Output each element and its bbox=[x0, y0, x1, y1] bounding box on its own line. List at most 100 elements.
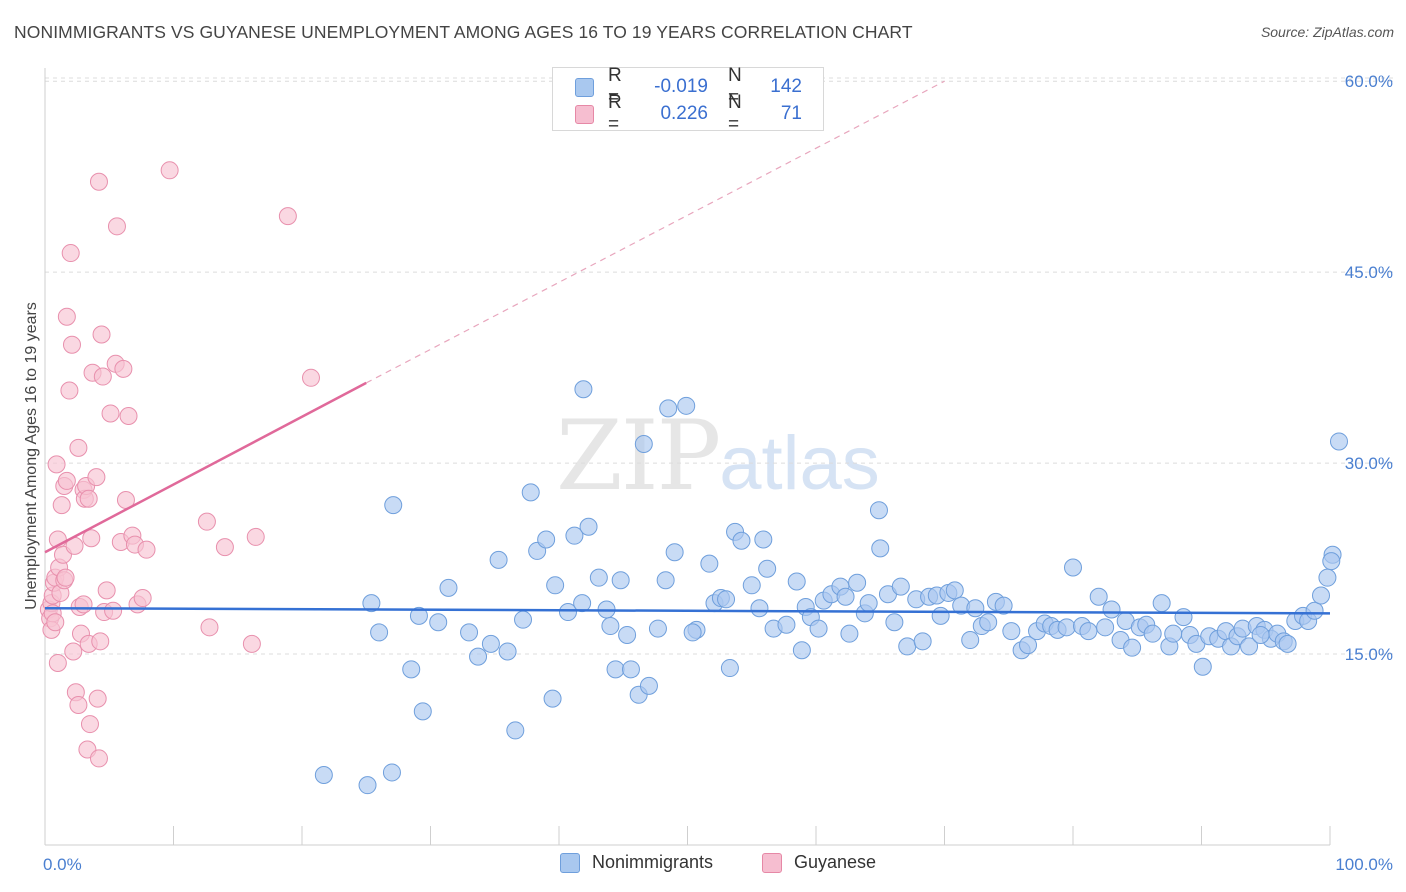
nonimmigrants-point bbox=[750, 599, 769, 618]
nonimmigrants-point bbox=[481, 634, 500, 653]
nonimmigrants-point bbox=[683, 623, 702, 642]
nonimmigrants-point bbox=[677, 396, 696, 415]
legend-item-guyanese: Guyanese bbox=[762, 852, 876, 873]
guyanese-point bbox=[197, 512, 216, 531]
nonimmigrants-point bbox=[413, 702, 432, 721]
nonimmigrants-point bbox=[1143, 624, 1162, 643]
guyanese-point bbox=[104, 601, 123, 620]
nonimmigrants-point bbox=[1278, 634, 1297, 653]
nonimmigrants-point bbox=[648, 619, 667, 638]
guyanese-point bbox=[79, 489, 98, 508]
nonimmigrants-point bbox=[885, 613, 904, 632]
trend-lines bbox=[44, 80, 1331, 615]
series-legend: Nonimmigrants Guyanese bbox=[0, 852, 1406, 878]
nonimmigrants-point bbox=[792, 641, 811, 660]
watermark-zip: ZIP bbox=[556, 400, 721, 512]
nonimmigrants-point bbox=[506, 721, 525, 740]
nonimmigrants-point bbox=[521, 483, 540, 502]
guyanese-point bbox=[242, 634, 261, 653]
guyanese-point bbox=[74, 595, 93, 614]
x-tick-label-start: 0.0% bbox=[43, 855, 82, 874]
nonimmigrants-point bbox=[1057, 618, 1076, 637]
guyanese-point bbox=[91, 632, 110, 651]
nonimmigrants-points bbox=[314, 380, 1348, 795]
guyanese-point bbox=[89, 749, 108, 768]
guyanese-trend-line bbox=[44, 381, 367, 554]
nonimmigrants-point bbox=[565, 526, 584, 545]
chart-title: NONIMMIGRANTS VS GUYANESE UNEMPLOYMENT A… bbox=[14, 22, 913, 42]
nonimmigrants-point bbox=[558, 603, 577, 622]
nonimmigrants-point bbox=[358, 776, 377, 795]
x-tick-label-end: 100.0% bbox=[1335, 855, 1393, 874]
nonimmigrants-point bbox=[574, 380, 593, 399]
nonimmigrants-point bbox=[787, 572, 806, 591]
nonimmigrants-point bbox=[1089, 587, 1108, 606]
nonimmigrants-point bbox=[1174, 608, 1193, 627]
guyanese-points bbox=[39, 161, 320, 768]
y-tick-label: 30.0% bbox=[1345, 454, 1393, 473]
nonimmigrants-point bbox=[1123, 638, 1142, 657]
axis-labels: 15.0% 30.0% 45.0% 60.0% 0.0% 100.0% Unemployme… bbox=[23, 72, 1393, 874]
nonimmigrants-point bbox=[579, 517, 598, 536]
nonimmigrants-point bbox=[469, 647, 488, 666]
guyanese-point bbox=[87, 468, 106, 487]
legend-row-guyanese: R = 0.226 N = 71 bbox=[575, 92, 802, 135]
nonimmigrants-point bbox=[439, 578, 458, 597]
nonimmigrants-point bbox=[618, 625, 637, 644]
legend-swatch-pink bbox=[575, 104, 594, 124]
nonimmigrants-point bbox=[1019, 636, 1038, 655]
nonimmigrants-point bbox=[1152, 594, 1171, 613]
guyanese-point bbox=[57, 471, 76, 490]
nonimmigrants-point bbox=[966, 599, 985, 618]
n-label: N = bbox=[728, 65, 742, 108]
r-label: R = bbox=[608, 92, 622, 135]
nonimmigrants-point bbox=[362, 594, 381, 613]
guyanese-point bbox=[200, 618, 219, 637]
nonimmigrants-point bbox=[1305, 601, 1324, 620]
guyanese-point bbox=[88, 689, 107, 708]
guyanese-point bbox=[48, 653, 67, 672]
nonimmigrants-point bbox=[1193, 657, 1212, 676]
nonimmigrants-point bbox=[659, 399, 678, 418]
guyanese-point bbox=[69, 695, 88, 714]
nonimmigrants-point bbox=[732, 531, 751, 550]
nonimmigrants-point bbox=[573, 594, 592, 613]
nonimmigrants-point bbox=[742, 576, 761, 595]
nonimmigrants-point bbox=[621, 660, 640, 679]
nonimmigrants-point bbox=[1322, 552, 1341, 571]
n-label: N = bbox=[728, 92, 742, 135]
guyanese-point bbox=[93, 367, 112, 386]
y-tick-label: 60.0% bbox=[1345, 72, 1393, 91]
guyanese-point bbox=[57, 307, 76, 326]
guyanese-point bbox=[52, 496, 71, 515]
correlation-legend: R = -0.019 N = 142 R = 0.226 N = 71 bbox=[552, 65, 824, 135]
nonimmigrants-point bbox=[1318, 568, 1337, 587]
chart-source: Source: ZipAtlas.com bbox=[1260, 24, 1394, 40]
r-value: 0.226 bbox=[660, 103, 708, 124]
legend-item-nonimmigrants: Nonimmigrants bbox=[560, 852, 713, 873]
r-value: -0.019 bbox=[654, 76, 708, 97]
guyanese-point bbox=[80, 715, 99, 734]
nonimmigrants-point bbox=[717, 590, 736, 609]
axes bbox=[44, 68, 1331, 846]
nonimmigrants-point bbox=[840, 624, 859, 643]
guyanese-point bbox=[160, 161, 179, 180]
nonimmigrants-point bbox=[1164, 624, 1183, 643]
legend-swatch-blue bbox=[575, 77, 594, 97]
nonimmigrants-point bbox=[1312, 586, 1331, 605]
nonimmigrants-point bbox=[606, 660, 625, 679]
nonimmigrants-point bbox=[1251, 625, 1270, 644]
guyanese-trend-extension bbox=[365, 80, 945, 384]
guyanese-point bbox=[69, 438, 88, 457]
nonimmigrants-point bbox=[460, 623, 479, 642]
nonimmigrants-point bbox=[859, 594, 878, 613]
legend-row-nonimmigrants: R = -0.019 N = 142 bbox=[575, 65, 802, 108]
guyanese-point bbox=[46, 613, 65, 632]
legend-swatch-pink bbox=[762, 852, 782, 873]
nonimmigrants-point bbox=[1329, 432, 1348, 451]
nonimmigrants-point bbox=[994, 596, 1013, 615]
nonimmigrants-point bbox=[961, 631, 980, 650]
nonimmigrants-point bbox=[543, 689, 562, 708]
legend-swatch-blue bbox=[560, 852, 580, 873]
